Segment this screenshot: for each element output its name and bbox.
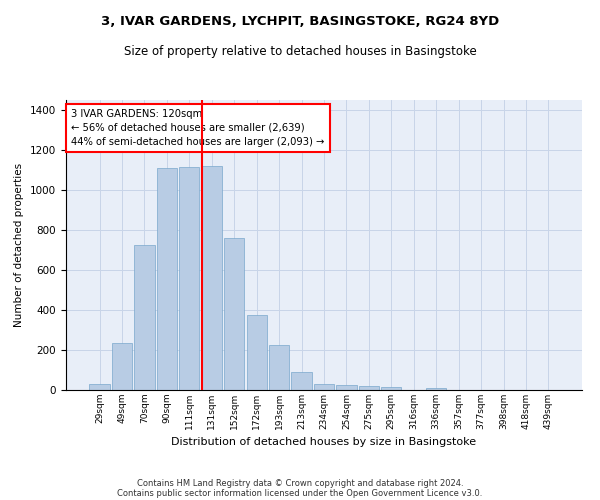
Bar — [224, 238, 244, 390]
Bar — [112, 343, 132, 390]
Bar — [269, 345, 289, 390]
Text: 3, IVAR GARDENS, LYCHPIT, BASINGSTOKE, RG24 8YD: 3, IVAR GARDENS, LYCHPIT, BASINGSTOKE, R… — [101, 15, 499, 28]
Bar — [381, 387, 401, 390]
Bar — [359, 386, 379, 390]
Bar — [337, 385, 356, 390]
Bar — [89, 384, 110, 390]
Bar — [292, 372, 311, 390]
Bar — [202, 166, 222, 390]
Text: 3 IVAR GARDENS: 120sqm
← 56% of detached houses are smaller (2,639)
44% of semi-: 3 IVAR GARDENS: 120sqm ← 56% of detached… — [71, 108, 325, 146]
Text: Contains HM Land Registry data © Crown copyright and database right 2024.: Contains HM Land Registry data © Crown c… — [137, 478, 463, 488]
Bar — [426, 388, 446, 390]
Y-axis label: Number of detached properties: Number of detached properties — [14, 163, 25, 327]
X-axis label: Distribution of detached houses by size in Basingstoke: Distribution of detached houses by size … — [172, 438, 476, 448]
Bar — [179, 167, 199, 390]
Bar — [157, 168, 177, 390]
Bar — [247, 315, 267, 390]
Bar — [314, 384, 334, 390]
Bar — [134, 245, 155, 390]
Text: Size of property relative to detached houses in Basingstoke: Size of property relative to detached ho… — [124, 45, 476, 58]
Text: Contains public sector information licensed under the Open Government Licence v3: Contains public sector information licen… — [118, 488, 482, 498]
